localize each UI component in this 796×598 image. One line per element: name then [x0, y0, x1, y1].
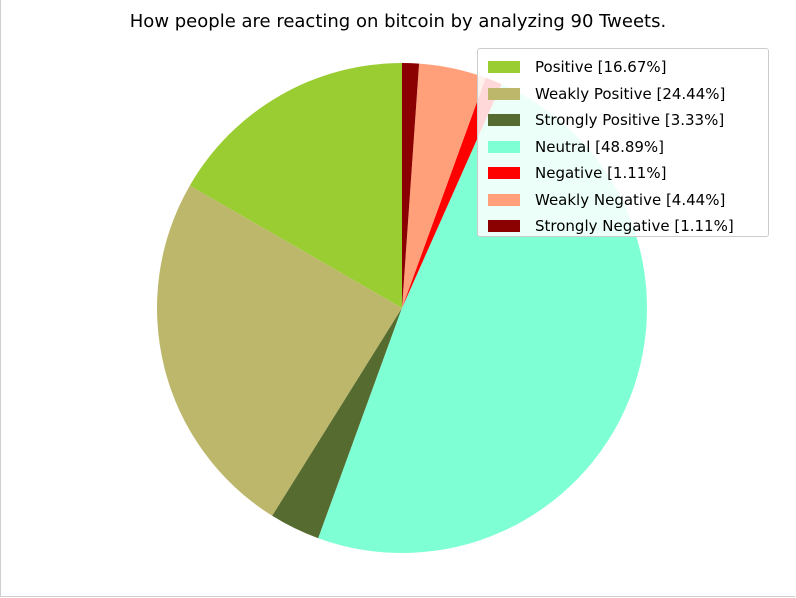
legend-swatch-6 — [488, 220, 520, 233]
legend-label-5: Weakly Negative [4.44%] — [535, 190, 726, 209]
pie-slice-0 — [189, 63, 402, 308]
legend-item-0: Positive [16.67%] — [488, 54, 768, 81]
legend-label-0: Positive [16.67%] — [535, 58, 667, 77]
pie-slice-5 — [402, 63, 486, 308]
legend-swatch-5 — [488, 193, 520, 206]
legend-label-4: Negative [1.11%] — [535, 164, 667, 183]
legend-item-2: Strongly Positive [3.33%] — [488, 107, 768, 134]
legend-item-3: Neutral [48.89%] — [488, 134, 768, 161]
legend-swatch-1 — [488, 87, 520, 100]
pie-slice-4 — [402, 77, 502, 308]
legend-swatch-3 — [488, 140, 520, 153]
pie-slice-6 — [402, 63, 420, 308]
pie-slice-1 — [157, 185, 402, 516]
legend-item-5: Weakly Negative [4.44%] — [488, 187, 768, 214]
legend-item-6: Strongly Negative [1.11%] — [488, 213, 768, 240]
legend-swatch-4 — [488, 167, 520, 180]
legend-label-3: Neutral [48.89%] — [535, 137, 665, 156]
pie-slice-2 — [272, 308, 402, 539]
legend-label-6: Strongly Negative [1.11%] — [535, 217, 734, 236]
legend-swatch-2 — [488, 114, 520, 127]
legend-item-4: Negative [1.11%] — [488, 160, 768, 187]
legend-label-1: Weakly Positive [24.44%] — [535, 84, 726, 103]
chart-title: How people are reacting on bitcoin by an… — [129, 11, 667, 32]
legend-item-1: Weakly Positive [24.44%] — [488, 81, 768, 108]
legend-label-2: Strongly Positive [3.33%] — [535, 111, 725, 130]
chart-legend: Positive [16.67%] Weakly Positive [24.44%… — [477, 48, 769, 237]
legend-swatch-0 — [488, 61, 520, 74]
